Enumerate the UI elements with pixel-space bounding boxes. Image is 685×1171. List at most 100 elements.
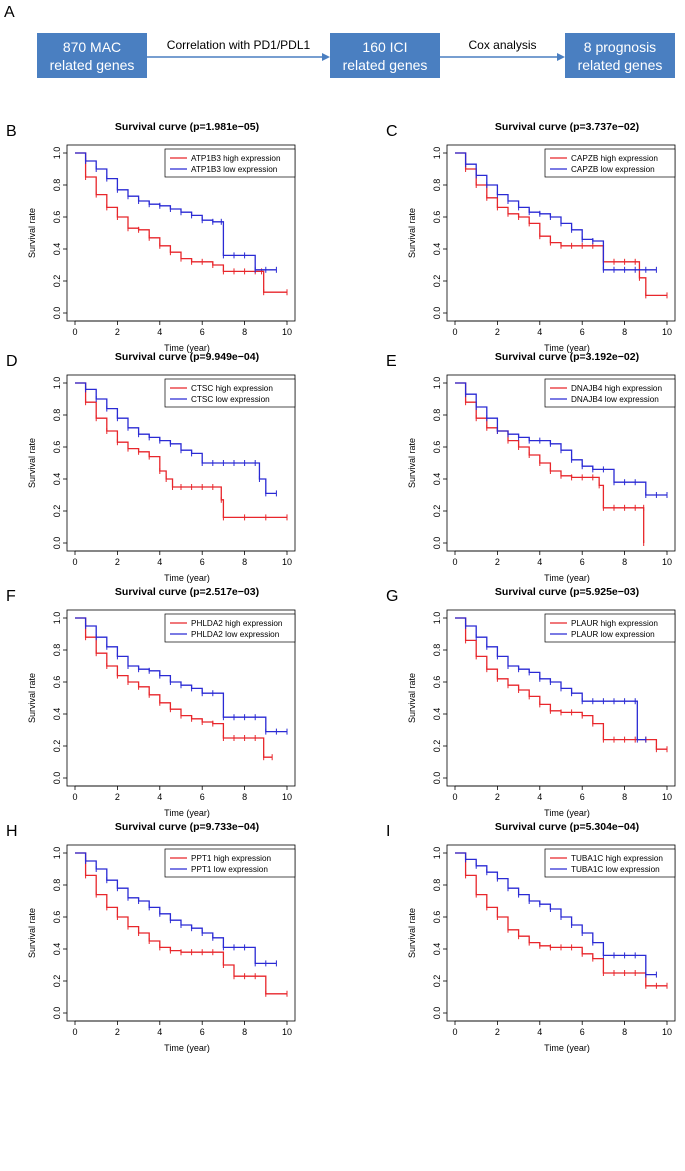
- chart-title: Survival curve (p=3.192e−02): [495, 351, 639, 363]
- survival-chart-g: Survival curve (p=5.925e−03) 0 2 4 6 8 10 0.0 0.…: [407, 586, 676, 818]
- y-tick-label: 0.0: [52, 537, 62, 550]
- legend-box: [164, 848, 296, 878]
- y-tick-label: 0.4: [432, 708, 442, 721]
- x-tick-label: 2: [495, 327, 500, 337]
- legend-box: [544, 613, 676, 643]
- y-tick-label: 0.2: [432, 740, 442, 753]
- survival-chart-c: Survival curve (p=3.737e−02) 0 2 4 6 8 10 0.0 0.…: [407, 121, 676, 353]
- x-tick-label: 4: [157, 557, 162, 567]
- y-tick-label: 0.4: [52, 943, 62, 956]
- chart-legend: TUBA1C high expression TUBA1C low express…: [544, 848, 676, 878]
- survival-chart-b: Survival curve (p=1.981e−05) 0 2 4 6 8 10 0.0 0.…: [27, 121, 296, 353]
- y-tick-label: 0.6: [432, 211, 442, 224]
- x-axis-label: Time (year): [164, 1043, 210, 1053]
- survival-chart-d: Survival curve (p=9.949e−04) 0 2 4 6 8 10 0.0 0.…: [27, 351, 296, 583]
- chart-legend: DNAJB4 high expression DNAJB4 low express…: [544, 378, 676, 408]
- y-tick-label: 0.2: [432, 975, 442, 988]
- x-tick-label: 6: [200, 327, 205, 337]
- x-tick-label: 8: [622, 1027, 627, 1037]
- chart-title: Survival curve (p=9.949e−04): [115, 351, 259, 363]
- y-tick-label: 0.2: [432, 275, 442, 288]
- y-tick-label: 0.6: [432, 441, 442, 454]
- x-tick-label: 10: [282, 327, 292, 337]
- chart-title: Survival curve (p=3.737e−02): [495, 121, 639, 133]
- y-tick-label: 1.0: [432, 147, 442, 160]
- x-tick-label: 6: [200, 1027, 205, 1037]
- y-axis-label: Survival rate: [407, 208, 417, 258]
- y-tick-label: 0.0: [52, 772, 62, 785]
- y-tick-label: 0.0: [432, 1007, 442, 1020]
- x-tick-label: 8: [622, 792, 627, 802]
- legend-box: [544, 148, 676, 178]
- y-tick-label: 0.0: [432, 307, 442, 320]
- flow-box-line1: 870 MAC: [62, 38, 122, 55]
- y-tick-label: 1.0: [52, 612, 62, 625]
- flow-box-prognosis-genes: 8 prognosis related genes: [565, 33, 675, 78]
- x-tick-label: 2: [495, 557, 500, 567]
- y-tick-label: 0.4: [432, 243, 442, 256]
- survival-line-low: [75, 382, 277, 495]
- flow-box-line2: related genes: [49, 56, 135, 73]
- chart-title: Survival curve (p=5.304e−04): [495, 821, 639, 833]
- panel-letter-i: I: [386, 823, 391, 840]
- legend-label: PHLDA2 high expression: [191, 619, 283, 628]
- survival-line-high: [455, 152, 667, 297]
- y-tick-label: 0.6: [432, 676, 442, 689]
- x-tick-label: 2: [115, 792, 120, 802]
- legend-label: TUBA1C low expression: [571, 865, 660, 874]
- y-tick-label: 0.4: [52, 243, 62, 256]
- x-tick-label: 0: [452, 792, 457, 802]
- y-tick-label: 0.8: [432, 409, 442, 422]
- y-axis-label: Survival rate: [407, 673, 417, 723]
- y-tick-label: 0.6: [432, 911, 442, 924]
- survival-chart-i: Survival curve (p=5.304e−04) 0 2 4 6 8 10 0.0 0.…: [407, 821, 676, 1053]
- y-tick-label: 0.2: [52, 975, 62, 988]
- x-axis-label: Time (year): [164, 573, 210, 583]
- chart-legend: PHLDA2 high expression PHLDA2 low express…: [164, 613, 296, 643]
- y-tick-label: 1.0: [52, 847, 62, 860]
- y-tick-label: 1.0: [432, 847, 442, 860]
- x-tick-label: 4: [157, 1027, 162, 1037]
- y-tick-label: 0.0: [432, 537, 442, 550]
- x-tick-label: 0: [72, 557, 77, 567]
- y-tick-label: 0.4: [52, 708, 62, 721]
- x-axis-label: Time (year): [544, 573, 590, 583]
- x-axis-label: Time (year): [164, 343, 210, 353]
- x-tick-label: 8: [242, 557, 247, 567]
- x-tick-label: 4: [157, 792, 162, 802]
- chart-title: Survival curve (p=9.733e−04): [115, 821, 259, 833]
- legend-label: PHLDA2 low expression: [191, 630, 280, 639]
- y-tick-label: 0.8: [52, 644, 62, 657]
- survival-line-high: [455, 852, 667, 987]
- x-tick-label: 8: [622, 557, 627, 567]
- x-tick-label: 10: [282, 792, 292, 802]
- survival-line-high: [75, 617, 273, 758]
- survival-chart-h: Survival curve (p=9.733e−04) 0 2 4 6 8 10 0.0 0.…: [27, 821, 296, 1053]
- legend-label: CTSC high expression: [191, 384, 273, 393]
- x-tick-label: 8: [622, 327, 627, 337]
- legend-box: [164, 613, 296, 643]
- chart-legend: PPT1 high expression PPT1 low expression: [164, 848, 296, 878]
- y-tick-label: 0.6: [52, 911, 62, 924]
- chart-legend: CAPZB high expression CAPZB low expressio…: [544, 148, 676, 178]
- legend-label: DNAJB4 low expression: [571, 395, 659, 404]
- arrow-right-icon: [147, 53, 330, 61]
- flow-box-line2: related genes: [342, 56, 428, 73]
- flow-box-mac-genes: 870 MAC related genes: [37, 33, 147, 78]
- x-axis-label: Time (year): [164, 808, 210, 818]
- survival-line-high: [455, 382, 645, 543]
- x-axis-label: Time (year): [544, 1043, 590, 1053]
- x-tick-label: 8: [242, 327, 247, 337]
- x-tick-label: 6: [200, 792, 205, 802]
- x-tick-label: 2: [495, 792, 500, 802]
- legend-label: TUBA1C high expression: [571, 854, 663, 863]
- survival-line-low: [75, 617, 287, 733]
- y-tick-label: 0.4: [52, 473, 62, 486]
- x-tick-label: 8: [242, 1027, 247, 1037]
- x-tick-label: 0: [452, 327, 457, 337]
- x-tick-label: 0: [452, 557, 457, 567]
- legend-box: [544, 378, 676, 408]
- survival-line-low: [455, 152, 657, 271]
- x-tick-label: 0: [72, 1027, 77, 1037]
- flow-arrow-label-cox: Cox analysis: [468, 38, 537, 52]
